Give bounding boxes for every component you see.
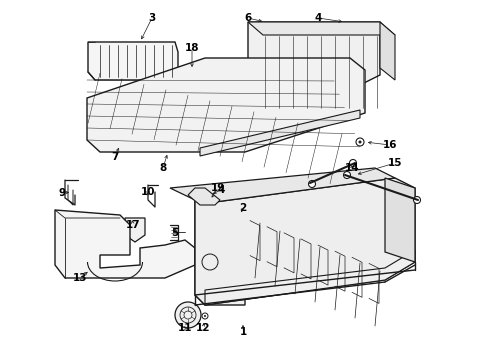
Text: 4: 4 [217, 185, 225, 195]
Circle shape [175, 302, 201, 328]
Circle shape [349, 159, 357, 166]
Text: 9: 9 [58, 188, 66, 198]
Text: 18: 18 [185, 43, 199, 53]
Text: 5: 5 [172, 228, 179, 238]
Polygon shape [125, 218, 145, 242]
Polygon shape [170, 168, 395, 202]
Polygon shape [205, 250, 415, 305]
Text: 3: 3 [148, 13, 156, 23]
Text: 16: 16 [383, 140, 397, 150]
Text: 17: 17 [126, 220, 140, 230]
Polygon shape [380, 22, 395, 80]
Text: 19: 19 [211, 183, 225, 193]
Polygon shape [55, 210, 195, 278]
Text: 10: 10 [141, 187, 155, 197]
Polygon shape [188, 188, 220, 205]
Text: 2: 2 [240, 203, 246, 213]
Text: 12: 12 [196, 323, 210, 333]
Text: 8: 8 [159, 163, 167, 173]
Polygon shape [87, 58, 365, 152]
Text: 6: 6 [245, 13, 252, 23]
Circle shape [343, 171, 350, 179]
Polygon shape [200, 110, 360, 156]
Text: 14: 14 [344, 163, 359, 173]
Circle shape [204, 315, 206, 317]
Circle shape [309, 180, 316, 188]
Text: 4: 4 [314, 13, 322, 23]
Polygon shape [195, 178, 415, 305]
Polygon shape [248, 22, 380, 110]
Text: 13: 13 [73, 273, 87, 283]
Polygon shape [248, 22, 395, 35]
Circle shape [414, 197, 420, 203]
Polygon shape [88, 42, 178, 80]
Text: 1: 1 [240, 327, 246, 337]
Circle shape [359, 140, 362, 144]
Polygon shape [385, 178, 415, 262]
Polygon shape [195, 200, 245, 305]
Text: 15: 15 [388, 158, 402, 168]
Text: 11: 11 [178, 323, 192, 333]
Text: 7: 7 [111, 152, 119, 162]
